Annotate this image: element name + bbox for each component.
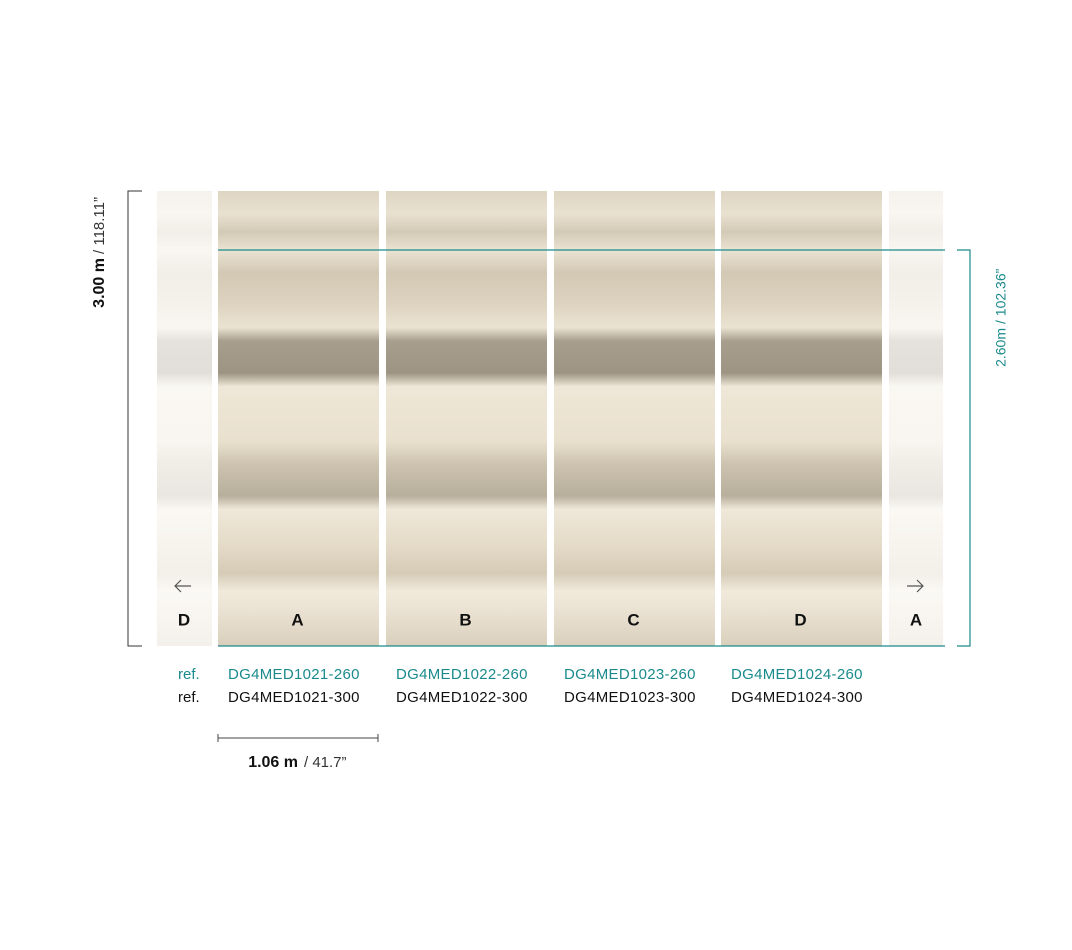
ref-260: DG4MED1021-260 bbox=[228, 666, 360, 683]
panel bbox=[386, 191, 547, 646]
faded-panel-right bbox=[889, 191, 943, 646]
ref-300: DG4MED1024-300 bbox=[731, 689, 863, 706]
panel-letter: D bbox=[794, 610, 806, 629]
panel-letter: B bbox=[459, 610, 471, 629]
ref-label-300: ref. bbox=[178, 689, 200, 706]
ref-300: DG4MED1022-300 bbox=[396, 689, 528, 706]
edge-letter-left: D bbox=[178, 610, 190, 629]
ref-300: DG4MED1021-300 bbox=[228, 689, 360, 706]
ref-260: DG4MED1024-260 bbox=[731, 666, 863, 683]
height-value: 3.00 m bbox=[91, 258, 108, 308]
ref-300: DG4MED1023-300 bbox=[564, 689, 696, 706]
width-value: 1.06 m bbox=[248, 754, 298, 771]
ref-label-260: ref. bbox=[178, 666, 200, 683]
ref-260: DG4MED1022-260 bbox=[396, 666, 528, 683]
width-imperial: / 41.7” bbox=[304, 754, 347, 771]
arrow-left bbox=[174, 579, 191, 593]
panels bbox=[157, 191, 943, 646]
cut-height-imperial: / 102.36” bbox=[993, 268, 1009, 324]
height-bracket bbox=[127, 190, 142, 647]
cut-height-value: 2.60m bbox=[993, 328, 1009, 367]
cut-height-bracket bbox=[957, 249, 971, 647]
panel bbox=[218, 191, 379, 646]
edge-letter-right: A bbox=[910, 610, 922, 629]
panel-letter: C bbox=[627, 610, 639, 629]
ref-260: DG4MED1023-260 bbox=[564, 666, 696, 683]
panel bbox=[554, 191, 715, 646]
arrow-right bbox=[907, 579, 924, 593]
panel bbox=[721, 191, 882, 646]
faded-panel-left bbox=[157, 191, 212, 646]
height-imperial: / 118.11” bbox=[91, 197, 108, 254]
width-dimension bbox=[217, 734, 379, 742]
panel-letter: A bbox=[291, 610, 303, 629]
